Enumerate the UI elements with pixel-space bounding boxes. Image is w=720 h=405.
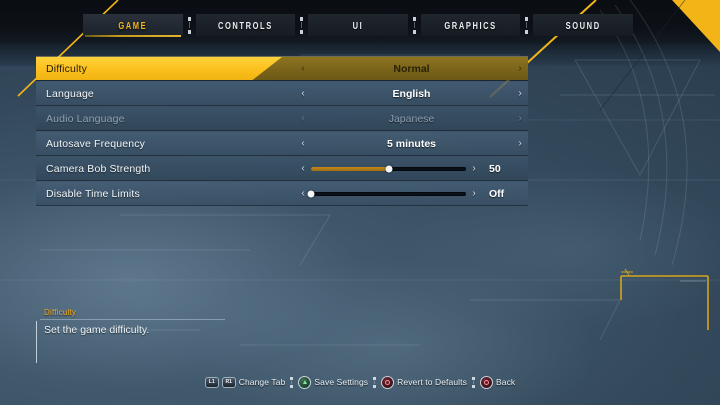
setting-control[interactable]: ‹ Normal › (291, 57, 528, 80)
tab-ui[interactable]: UI (308, 14, 408, 36)
tab-separator (187, 16, 191, 34)
tab-separator (525, 16, 529, 34)
setting-label: Autosave Frequency (46, 137, 146, 150)
setting-row-difficulty[interactable]: Difficulty ‹ Normal › (36, 56, 528, 81)
description-body: Set the game difficulty. (44, 324, 150, 336)
tab-controls[interactable]: CONTROLS (195, 14, 296, 36)
tab-label: CONTROLS (217, 18, 273, 32)
tab-separator (412, 16, 416, 34)
increase-arrow-icon[interactable]: › (518, 137, 522, 149)
slider-fill (311, 166, 389, 171)
increase-arrow-icon[interactable]: › (518, 87, 522, 99)
tab-game[interactable]: GAME (83, 14, 183, 37)
slider-track[interactable] (311, 165, 466, 172)
setting-value: Off (489, 187, 505, 200)
tab-label: UI (352, 18, 364, 32)
setting-control[interactable]: ‹ English › (291, 82, 528, 105)
prompt-label: Revert to Defaults (397, 377, 467, 387)
setting-label: Camera Bob Strength (46, 162, 151, 175)
tab-bar[interactable]: GAME CONTROLS UI GRAPHICS SOUND (78, 14, 638, 37)
prompt-save-settings[interactable]: Save Settings (293, 375, 373, 389)
selected-row-highlight (36, 57, 528, 80)
button-prompt-bar: L1 R1 Change Tab Save Settings Revert to… (0, 374, 720, 390)
setting-row-audio-language: Audio Language ‹ Japanese › (36, 106, 528, 131)
slider-handle[interactable] (385, 165, 392, 172)
prompt-separator (290, 376, 294, 388)
tab-label: GAME (118, 18, 148, 32)
setting-value: 50 (489, 162, 501, 175)
tab-active-underline (85, 35, 181, 37)
prompt-back[interactable]: Back (475, 375, 520, 389)
prompt-separator (373, 376, 377, 388)
setting-control[interactable]: ‹ › Off (291, 182, 528, 205)
prompt-separator (471, 376, 475, 388)
prompt-label: Back (495, 377, 516, 387)
setting-label: Audio Language (46, 112, 125, 125)
decrease-arrow-icon[interactable]: ‹ (301, 62, 305, 74)
decrease-arrow-icon[interactable]: ‹ (301, 187, 305, 199)
prompt-label: Save Settings (314, 377, 369, 387)
tab-label: GRAPHICS (444, 18, 497, 32)
circle-button-icon (381, 375, 395, 389)
setting-row-disable-time-limits[interactable]: Disable Time Limits ‹ › Off (36, 181, 528, 206)
description-title: Difficulty (44, 308, 77, 317)
circle-button-icon (479, 375, 493, 389)
description-divider (40, 319, 225, 320)
tab-separator (300, 16, 304, 34)
increase-arrow-icon: › (518, 112, 522, 124)
description-panel: Difficulty Set the game difficulty. (36, 308, 366, 363)
setting-control[interactable]: ‹ › 50 (291, 157, 528, 180)
decrease-arrow-icon[interactable]: ‹ (301, 137, 305, 149)
triangle-button-icon (298, 375, 312, 389)
settings-list: Difficulty ‹ Normal › Language ‹ English… (36, 56, 528, 206)
tab-label: SOUND (565, 18, 601, 32)
slider-handle[interactable] (307, 190, 315, 197)
setting-row-autosave-frequency[interactable]: Autosave Frequency ‹ 5 minutes › (36, 131, 528, 156)
decrease-arrow-icon: ‹ (301, 112, 305, 124)
prompt-revert-to-defaults[interactable]: Revert to Defaults (376, 375, 472, 389)
setting-row-language[interactable]: Language ‹ English › (36, 81, 528, 106)
prompt-label: Change Tab (238, 377, 286, 387)
tab-sound[interactable]: SOUND (533, 14, 633, 36)
setting-label: Difficulty (46, 62, 87, 75)
setting-value: English (392, 87, 431, 100)
increase-arrow-icon[interactable]: › (472, 162, 476, 174)
decrease-arrow-icon[interactable]: ‹ (301, 87, 305, 99)
slider-track[interactable] (307, 190, 466, 197)
setting-row-camera-bob-strength[interactable]: Camera Bob Strength ‹ › 50 (36, 156, 528, 181)
increase-arrow-icon[interactable]: › (472, 187, 476, 199)
prompt-change-tab[interactable]: L1 R1 Change Tab (200, 376, 291, 388)
setting-control: ‹ Japanese › (291, 107, 528, 130)
shoulder-button-r1-icon: R1 (221, 376, 236, 388)
increase-arrow-icon[interactable]: › (518, 62, 522, 74)
setting-value: Normal (393, 62, 430, 75)
decrease-arrow-icon[interactable]: ‹ (301, 162, 305, 174)
setting-control[interactable]: ‹ 5 minutes › (291, 132, 528, 155)
tab-graphics[interactable]: GRAPHICS (420, 14, 521, 36)
setting-label: Disable Time Limits (46, 187, 140, 200)
setting-value: 5 minutes (386, 137, 436, 150)
shoulder-button-l1-icon: L1 (204, 376, 219, 388)
description-accent-bar (36, 321, 37, 363)
setting-label: Language (46, 87, 94, 100)
setting-value: Japanese (388, 112, 435, 125)
